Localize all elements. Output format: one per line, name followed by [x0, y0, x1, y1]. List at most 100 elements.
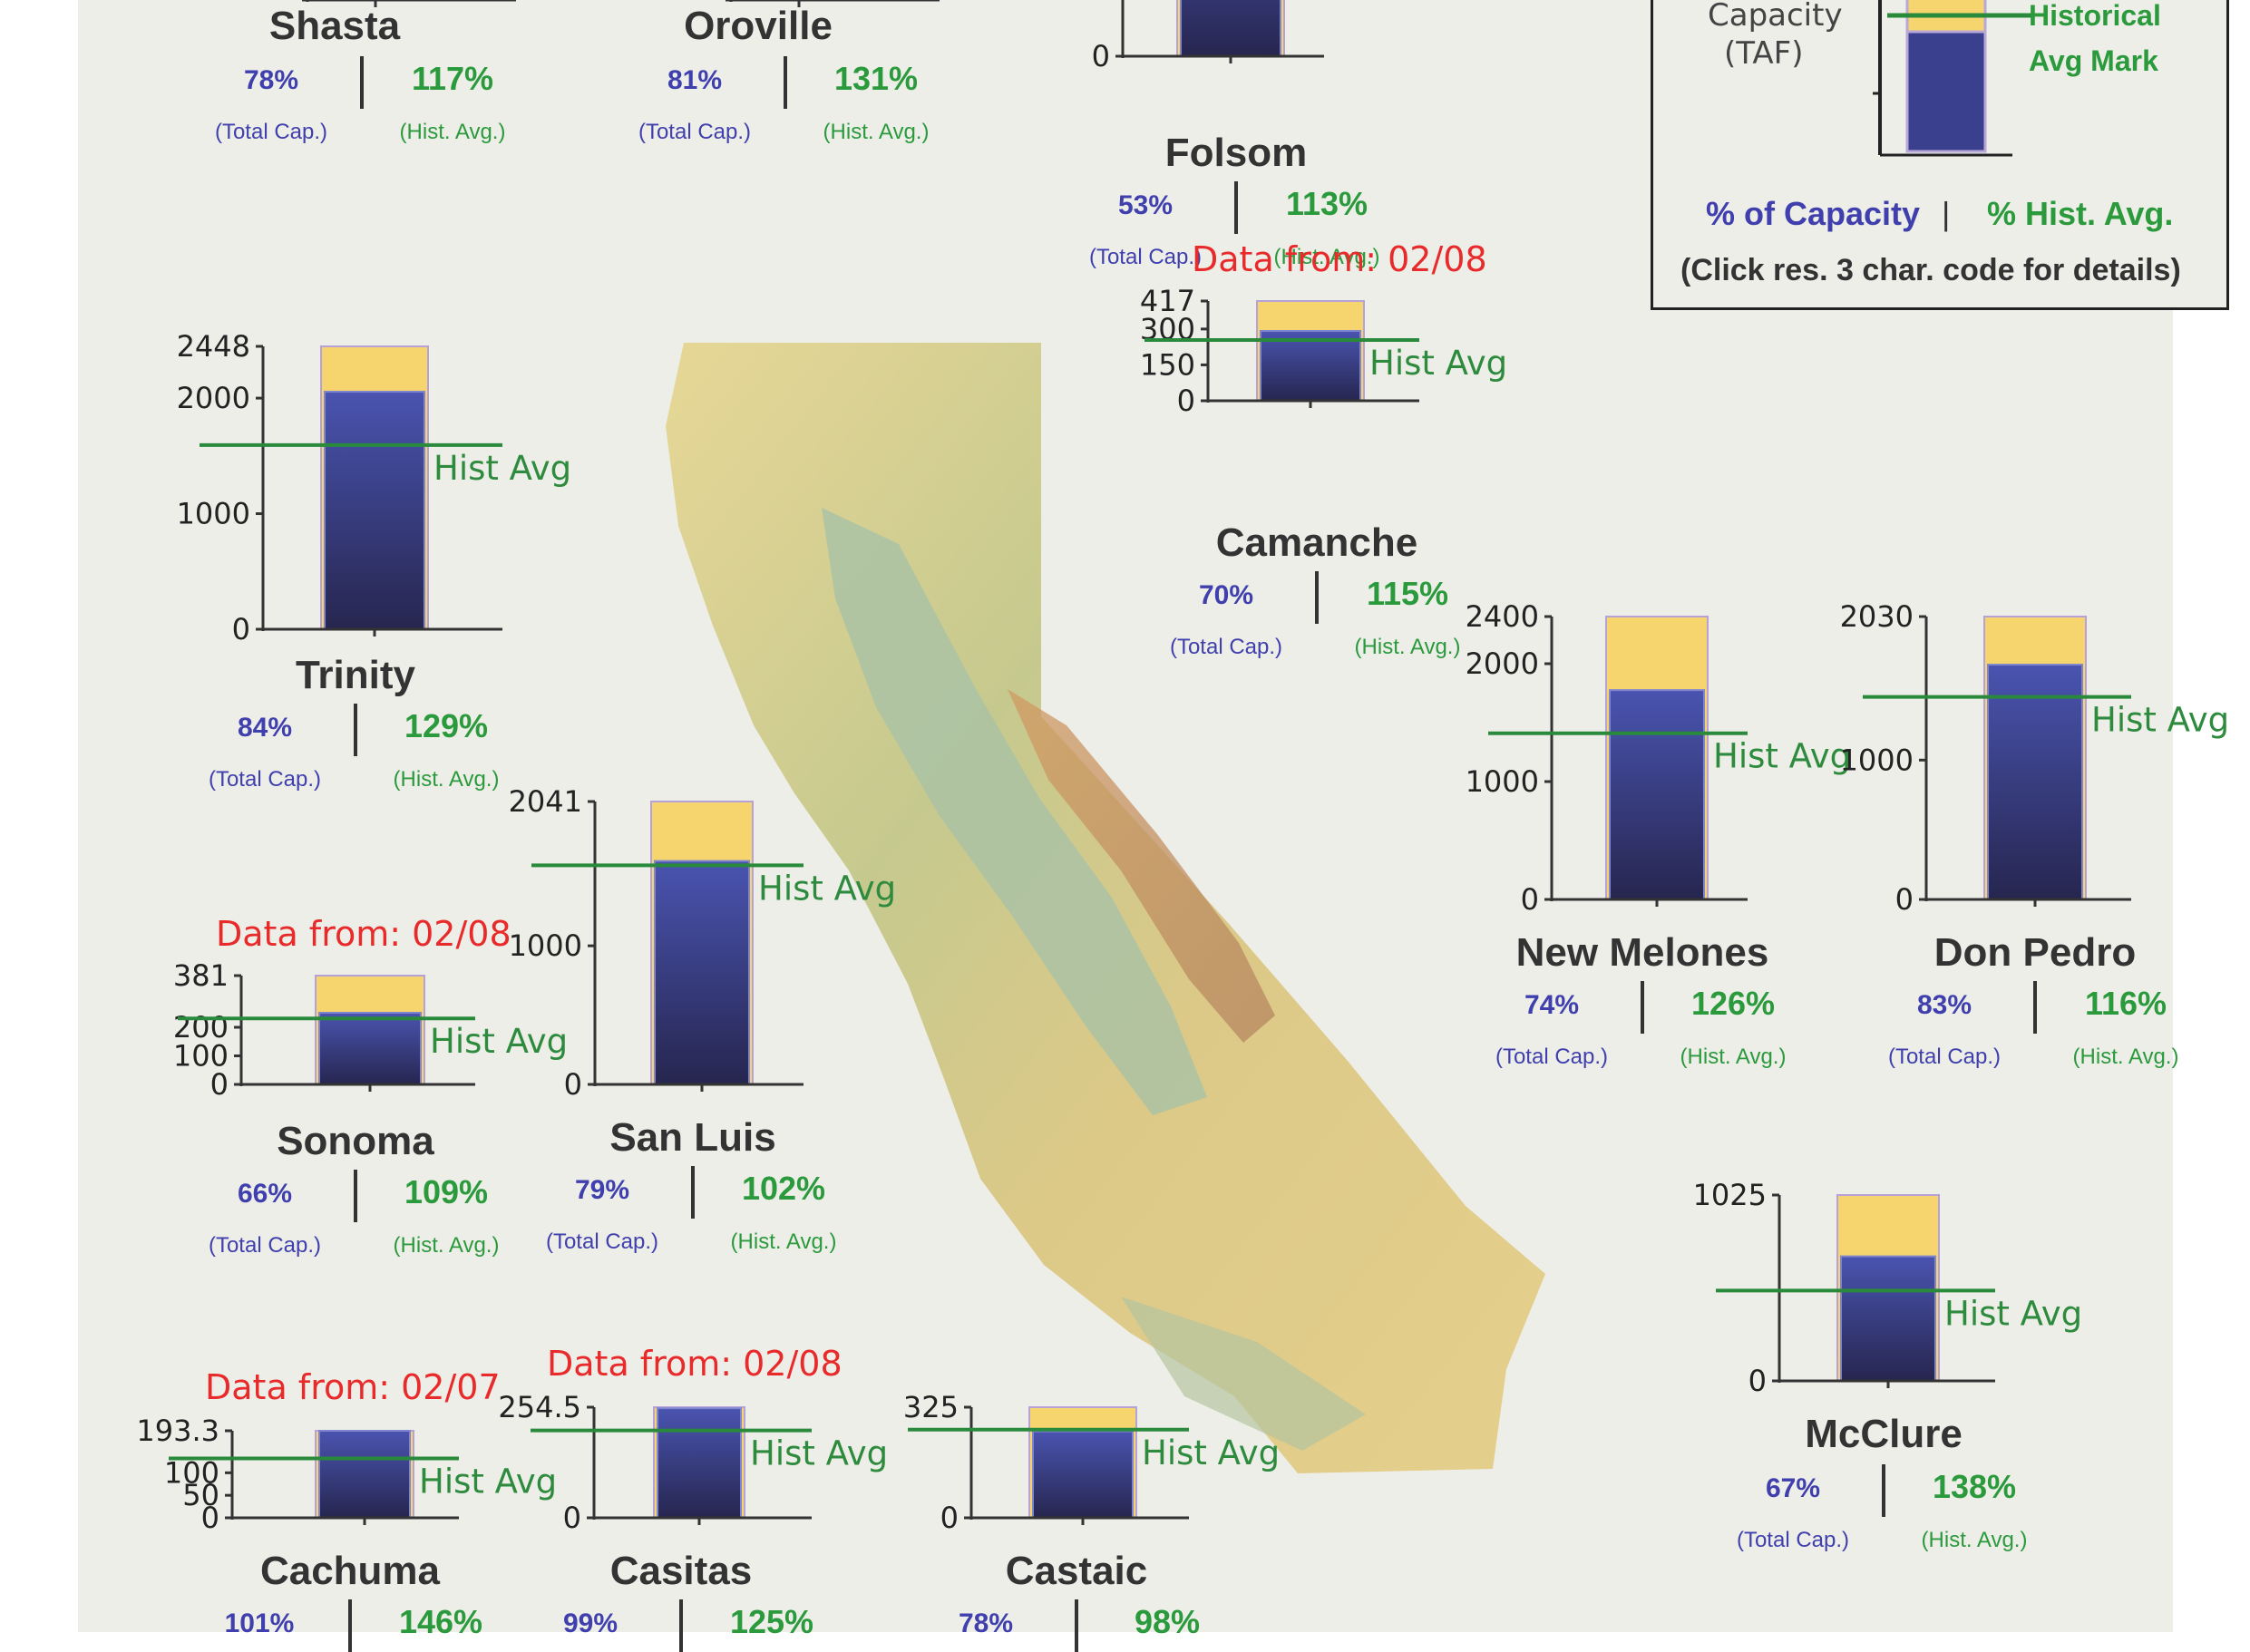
pct-separator [2033, 981, 2037, 1034]
y-tick-label: 0 [1521, 882, 1539, 917]
reservoir-sonoma[interactable]: 381 200 100 0 Hist Avg Data from: 02/08 Sonoma… [173, 914, 568, 1258]
pct-hist-avg: 115% [1366, 575, 1449, 612]
hist-avg-note: (Hist. Avg.) [399, 120, 506, 144]
coastal-lowland [1121, 1297, 1366, 1451]
hist-avg-note: (Hist. Avg.) [1921, 1528, 2028, 1552]
storage-bar [318, 1011, 422, 1085]
reservoir-name[interactable]: Camanche [1215, 520, 1418, 565]
pct-separator [1641, 981, 1644, 1034]
chart-san_luis: 2041 1000 0 Hist Avg [509, 784, 897, 1102]
pct-capacity: 78% [243, 65, 299, 95]
legend-pct-hist: % Hist. Avg. [1987, 195, 2174, 232]
hist-avg-label: Hist Avg [1142, 1433, 1280, 1472]
pct-separator [1234, 181, 1238, 234]
data-from-notice: Data from: 02/08 [547, 1344, 843, 1384]
hist-avg-label: Hist Avg [1713, 737, 1851, 776]
total-cap-note: (Total Cap.) [1887, 1045, 2002, 1069]
hist-avg-note: (Hist. Avg.) [1680, 1045, 1787, 1069]
y-tick-label: 50 [182, 1478, 219, 1512]
pct-capacity: 66% [237, 1179, 293, 1209]
hist-avg-note: (Hist. Avg.) [1273, 245, 1380, 269]
pct-hist-avg: 113% [1285, 185, 1369, 222]
data-from-notice: Data from: 02/07 [205, 1367, 501, 1407]
reservoir-new_melones[interactable]: 2400 2000 1000 0 Hist Avg New Melones 74% 126% (… [1466, 599, 1852, 1069]
reservoir-mcclure[interactable]: 1025 0 Hist Avg McClure 67% 138% (Total Cap.) (… [1693, 1178, 2083, 1552]
reservoir-casitas[interactable]: 254.5 0 Hist Avg Data from: 02/08 Casitas 99%… [498, 1344, 888, 1652]
chart-castaic: 325 0 Hist Avg [903, 1390, 1280, 1535]
pct-separator [348, 1599, 352, 1652]
y-tick-label: 0 [1177, 384, 1195, 418]
reservoir-folsom[interactable]: 3000Hist Avg Folsom 53% 113% (Total Cap.) (Hi… [1059, 0, 1379, 269]
pct-separator [679, 1599, 683, 1652]
reservoir-name[interactable]: Folsom [1164, 131, 1308, 175]
reservoir-name[interactable]: Oroville [684, 4, 833, 48]
y-tick-label: 1000 [509, 928, 582, 963]
reservoir-name[interactable]: Trinity [295, 653, 416, 697]
hist-avg-note: (Hist. Avg.) [1354, 635, 1461, 659]
hist-avg-note: (Hist. Avg.) [823, 120, 930, 144]
legend-pct-capacity: % of Capacity [1706, 195, 1921, 232]
storage-bar [324, 390, 425, 630]
pct-separator [784, 56, 787, 109]
pct-separator [691, 1166, 695, 1219]
reservoir-name[interactable]: Sonoma [277, 1119, 434, 1163]
reservoir-don_pedro[interactable]: 2030 1000 0 Hist Avg Don Pedro 83% 116% (Total … [1840, 599, 2230, 1069]
reservoir-castaic[interactable]: 325 0 Hist Avg Castaic 78% 98% [903, 1390, 1280, 1652]
y-tick-label: 150 [1140, 347, 1195, 382]
reservoir-camanche[interactable]: 417 300 150 0 Hist Avg Data from: 02/08 Camanc… [1140, 239, 1507, 659]
legend-click-note: (Click res. 3 char. code for details) [1680, 253, 2181, 287]
hist-avg-note: (Hist. Avg.) [730, 1229, 837, 1254]
hist-avg-label: Hist Avg [433, 449, 571, 488]
pct-hist-avg: 146% [398, 1603, 483, 1640]
storage-bar [1609, 689, 1705, 901]
pct-capacity: 81% [667, 65, 723, 95]
central-valley [822, 508, 1207, 1115]
total-cap-note: (Total Cap.) [1169, 635, 1283, 659]
pct-hist-avg: 102% [741, 1170, 826, 1207]
y-tick-label: 100 [164, 1455, 219, 1490]
reservoir-name[interactable]: San Luis [609, 1115, 776, 1160]
reservoir-name[interactable]: Don Pedro [1933, 930, 2137, 975]
pct-capacity: 74% [1524, 990, 1580, 1020]
y-tick-label: 0 [1895, 882, 1914, 917]
hist-avg-label: Hist Avg [430, 1022, 568, 1061]
pct-hist-avg: 98% [1134, 1603, 1201, 1640]
legend-graphic [1873, 0, 2032, 157]
reservoir-name[interactable]: McClure [1805, 1412, 1963, 1456]
reservoir-san_luis[interactable]: 2041 1000 0 Hist Avg San Luis 79% 102% (Total C… [509, 784, 897, 1254]
y-tick-label: 193.3 [136, 1414, 219, 1448]
pct-separator [354, 1170, 357, 1222]
y-tick-label: 0 [232, 612, 250, 646]
data-from-notice: Data from: 02/08 [1192, 239, 1487, 279]
total-cap-note: (Total Cap.) [214, 120, 328, 144]
sierra-nevada [1008, 689, 1275, 1043]
reservoir-trinity[interactable]: 2448 2000 1000 0 Hist Avg Trinity 84% 129% (Tota… [177, 329, 572, 792]
hist-avg-label: Hist Avg [1369, 344, 1507, 383]
reservoir-cachuma[interactable]: 193.3 100 50 0 Hist Avg Data from: 02/07 Cachu… [136, 1367, 557, 1652]
total-cap-note: (Total Cap.) [1495, 1045, 1609, 1069]
reservoir-name[interactable]: Cachuma [259, 1549, 441, 1593]
reservoir-name[interactable]: New Melones [1515, 930, 1769, 975]
storage-bar [318, 1430, 411, 1519]
storage-bar [657, 1407, 742, 1520]
hist-avg-label: Hist Avg [750, 1434, 888, 1473]
reservoir-name[interactable]: Casitas [609, 1549, 753, 1593]
y-tick-label: 0 [210, 1067, 229, 1102]
hist-avg-label: Hist Avg [758, 869, 896, 908]
reservoir-name[interactable]: Castaic [1005, 1549, 1148, 1593]
hist-avg-note: (Hist. Avg.) [2072, 1045, 2179, 1069]
pct-capacity: 101% [224, 1608, 295, 1638]
y-tick-label: 0 [940, 1501, 959, 1535]
pct-hist-avg: 117% [411, 60, 494, 97]
storage-bar [654, 860, 750, 1085]
legend-separator: | [1942, 195, 1951, 232]
y-tick-label: 0 [564, 1067, 582, 1102]
legend-taf-label: (TAF) [1724, 35, 1804, 72]
pct-capacity: 84% [237, 713, 293, 743]
total-cap-note: (Total Cap.) [1736, 1528, 1850, 1552]
total-cap-note: (Total Cap.) [1088, 245, 1203, 269]
pct-hist-avg: 109% [404, 1173, 489, 1210]
reservoir-name[interactable]: Shasta [268, 4, 401, 48]
hist-avg-label: Hist Avg [1944, 1294, 2082, 1333]
